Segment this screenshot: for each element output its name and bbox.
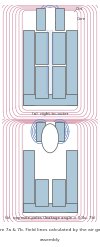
FancyBboxPatch shape [35, 32, 48, 64]
FancyBboxPatch shape [55, 122, 64, 141]
FancyBboxPatch shape [66, 30, 77, 105]
FancyBboxPatch shape [52, 66, 65, 98]
Text: Figure 7a & 7b. Field lines calculated by the air gap to: Figure 7a & 7b. Field lines calculated b… [0, 228, 100, 232]
FancyBboxPatch shape [66, 150, 77, 212]
Text: (a)  right-to-outer: (a) right-to-outer [32, 112, 68, 116]
Text: (b)  opposite-poles (leakage angle > 1/4u, 7b): (b) opposite-poles (leakage angle > 1/4u… [5, 216, 95, 220]
FancyBboxPatch shape [34, 30, 66, 105]
FancyBboxPatch shape [36, 8, 45, 30]
FancyBboxPatch shape [23, 30, 34, 105]
FancyBboxPatch shape [23, 203, 77, 212]
FancyBboxPatch shape [55, 8, 64, 30]
Text: Core: Core [77, 17, 86, 21]
Ellipse shape [41, 124, 59, 153]
FancyBboxPatch shape [23, 94, 77, 105]
FancyBboxPatch shape [45, 8, 55, 30]
Text: Out: Out [76, 7, 83, 11]
FancyBboxPatch shape [35, 66, 48, 98]
FancyBboxPatch shape [36, 122, 45, 141]
FancyBboxPatch shape [52, 179, 65, 206]
Text: assembly: assembly [40, 238, 60, 242]
FancyBboxPatch shape [35, 179, 48, 206]
FancyBboxPatch shape [52, 32, 65, 64]
FancyBboxPatch shape [34, 150, 66, 212]
FancyBboxPatch shape [45, 122, 55, 141]
FancyBboxPatch shape [23, 150, 34, 212]
